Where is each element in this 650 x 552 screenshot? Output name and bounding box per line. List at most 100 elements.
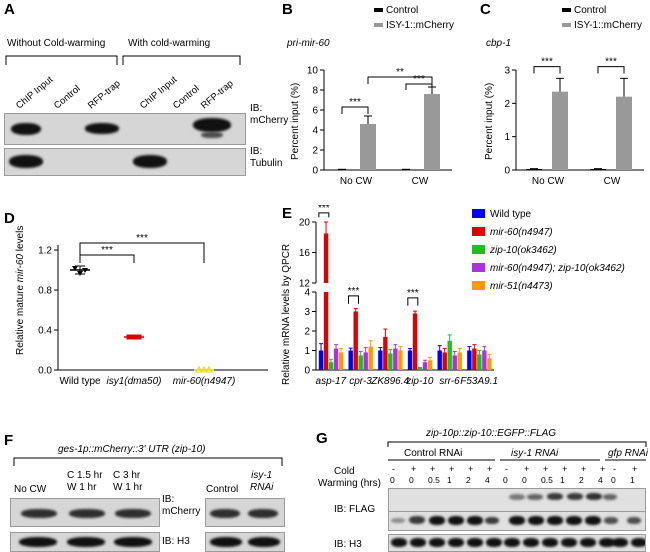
sig-b-between-label: ** [396,67,404,78]
category-label: ZK896.4 [370,376,409,387]
y-tick-label: 0.4 [38,326,52,337]
bar-wild-type [437,350,442,370]
sig-b-cw-label: *** [413,74,425,85]
group-g-isy1: isy-1 RNAi [511,448,559,459]
group-g-control: Control RNAi [404,448,463,459]
bar-control [526,169,542,170]
category-label: isy1(dma50) [106,376,161,387]
y-tick-label: 0.0 [38,366,52,377]
data-point [205,366,213,373]
sig-e-asp17-label: *** [318,205,330,214]
category-label: asp-17 [316,376,347,387]
category-label: mir-60(n4947) [173,376,236,387]
legend-e-item-0: Wild type [490,209,532,220]
sig-d-wt-isy1 [79,254,135,263]
sig-d-wt-mir60-label: *** [136,233,148,244]
warming-value: 2 [579,475,584,485]
sig-e-zip10 [407,297,419,306]
category-label: CW [604,176,621,187]
bar-mir-60-n4947-zip-10-ok3462- [482,350,487,370]
bar-mir-60-n4947--upper [323,233,329,283]
warming-value: 1 [447,475,452,485]
bar-mir-60-n4947- [472,348,477,370]
legend-e-item-4: mir-51(n4473) [490,281,553,292]
y-tick-label: 2 [312,146,318,157]
lane-f-3: C 3 hr W 1 hr [113,470,143,493]
blot-f-h3-1 [10,532,160,552]
legend-e-swatch-4 [472,281,485,290]
y-tick-label: 20 [299,218,311,229]
chart-c: 0 1 2 3 Percent input (%) No CW CW *** *** Contr… [484,5,644,187]
gene-b-title: pri-mir-60 [286,38,330,49]
ib-a-tubulin-label: IB: Tubulin [250,146,283,169]
group-g-gfp: gfp RNAi [608,448,648,459]
bar-mir-51-n4473- [398,350,403,370]
lane-f-1: No CW [14,484,47,495]
warming-value: 0 [409,475,414,485]
bar-mir-51-n4473- [368,346,373,370]
bar-zip-10-ok3462- [477,354,482,370]
ib-g-flag-label: IB: FLAG [334,504,376,515]
bar-mir-60-n4947-zip-10-ok3462- [363,352,368,370]
h3-band [410,538,426,547]
y-tick-label: 2 [504,99,510,110]
category-label: F53A9.1 [460,376,498,387]
sig-e-zip10-label: *** [407,288,419,299]
y-tick-label: 4 [304,288,310,299]
cold-value: + [487,464,493,474]
y-tick-label: 0 [304,366,310,377]
cold-label: Cold [334,466,355,477]
bar-mir-60-n4947-zip-10-ok3462- [422,362,428,370]
bar-mir-60-n4947- [323,292,329,370]
h3-band [599,538,615,547]
legend-e-item-3: mir-60(n4947); zip-10(ok3462) [490,263,625,274]
blot-a-mcherry [4,113,246,145]
y-tick-label: 1 [304,346,310,357]
warming-value: 2 [466,475,471,485]
data-point [77,271,83,276]
sig-e-asp17 [318,212,330,218]
y-tick-label: 0 [312,166,318,177]
sig-c-cw-label: *** [605,57,617,68]
warming-value: 0.5 [428,475,440,485]
y-tick-label: 6 [312,106,318,117]
construct-f: ges-1p::mCherry::3' UTR (zip-10) [58,444,206,455]
d-ylabel: Relative mature mir-60 levels [15,226,26,355]
blot-a-tubulin [4,148,246,176]
chart-d: 0.0 0.4 0.8 1.2 Wild type isy1(dma50) mir-60(n… [15,226,268,387]
h3-band [391,538,407,547]
y-tick-label: 1.2 [38,246,52,257]
lane-f-5: isy-1 RNAi [250,470,274,493]
category-label: srr-6 [439,376,460,387]
warming-value: 0 [522,475,527,485]
bar-mir-60-n4947-zip-10-ok3462- [333,348,339,370]
panel-f-label: F [4,432,14,449]
blot-g-flag-top [388,488,646,512]
y-axis-label: Percent input (%) [484,83,495,160]
bar-mir-60-n4947- [353,311,358,370]
ib-f-mcherry-label: IB: mCherry [162,494,201,517]
cold-value: + [543,464,549,474]
y-axis-label: Percent input (%) [290,83,301,160]
warming-label: Warming (hrs) [318,478,381,489]
h3-band [631,538,645,547]
bar-wild-type [407,350,413,370]
data-point [126,334,132,340]
legend-b-swatch-control [374,8,383,12]
cold-value: + [468,464,474,474]
bar-wild-type [467,350,472,370]
h3-band [448,538,464,547]
category-label: cpr-3 [349,376,372,387]
bar-wild-type [318,350,324,370]
warming-value: 0 [390,475,395,485]
sig-b-nocw-label: *** [349,97,361,108]
y-tick-label: 8 [312,86,318,97]
cold-value: + [632,464,638,474]
category-label: CW [412,176,429,187]
bar-mir-60-n4947-zip-10-ok3462- [452,355,457,370]
ib-f-h3-label: IB: H3 [162,536,190,547]
cold-value: + [411,464,417,474]
warming-value: 1 [630,475,635,485]
